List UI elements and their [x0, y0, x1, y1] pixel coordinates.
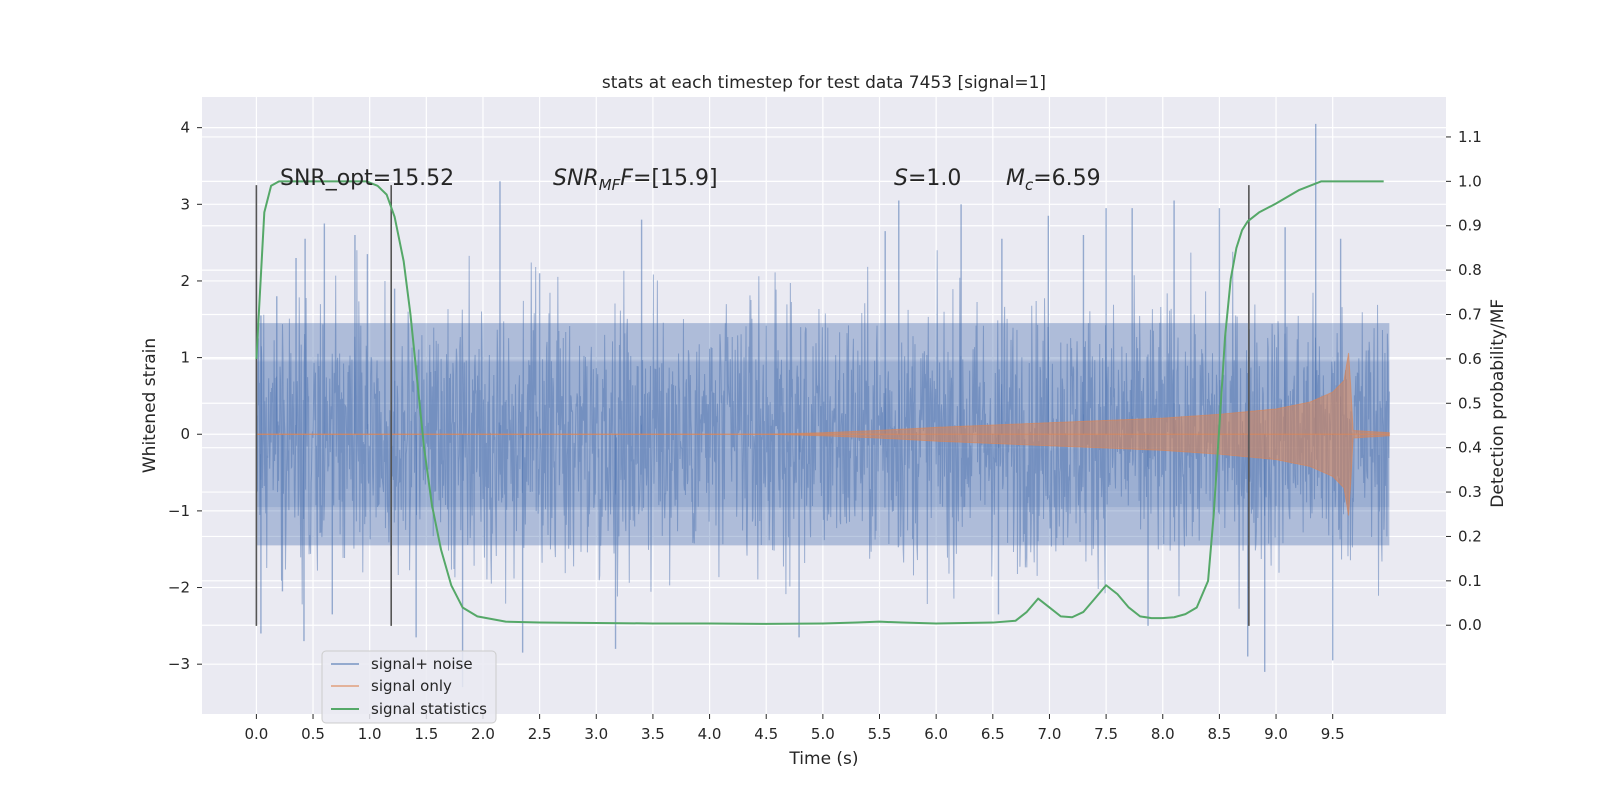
- x-tick-label: 7.0: [1038, 725, 1062, 743]
- signal-only-series: [256, 352, 1390, 516]
- x-tick-label: 5.0: [811, 725, 835, 743]
- y-axis-ticks: −3 −2 −1 0 1 2 3 4: [168, 119, 202, 673]
- x-tick-label: 2.0: [471, 725, 495, 743]
- x-axis-ticks: 0.0 0.5 1.0 1.5 2.0 2.5 3.0 3.5 4.0 4.5 5.0 5.5 6.0 6…: [244, 714, 1345, 743]
- y-tick-label: 1: [180, 349, 190, 367]
- x-tick-label: 9.0: [1264, 725, 1288, 743]
- annotation-s-main: S: [894, 166, 908, 191]
- annotation-snr-mf-f: F: [620, 166, 633, 191]
- annotation-s: S=1.0: [894, 166, 961, 191]
- annotation-snr-mf-sub: MF: [599, 176, 621, 194]
- legend-label-stats: signal statistics: [371, 700, 487, 718]
- annotation-mc-sub: c: [1025, 176, 1034, 194]
- vertical-markers: [255, 185, 1250, 626]
- y-tick-label: 0: [180, 425, 190, 443]
- y2-tick-label: 1.1: [1458, 128, 1482, 146]
- legend: signal+ noise signal only signal statist…: [321, 650, 497, 724]
- x-tick-label: 4.0: [698, 725, 722, 743]
- y2-tick-label: 0.6: [1458, 350, 1482, 368]
- y2-axis-ticks: 0.0 0.1 0.2 0.3 0.4 0.5 0.6 0.7 0.8 0.9 1.0 1.1: [1446, 128, 1482, 634]
- annotation-mc-main: M: [1006, 166, 1025, 191]
- y2-tick-label: 0.2: [1458, 527, 1482, 545]
- x-tick-label: 1.5: [414, 725, 438, 743]
- x-tick-label: 8.0: [1151, 725, 1175, 743]
- y2-tick-label: 0.0: [1458, 616, 1482, 634]
- annotation-s-value: =1.0: [908, 166, 961, 191]
- y-axis-title: Whitened strain: [140, 338, 160, 473]
- chart-title: stats at each timestep for test data 745…: [602, 73, 1046, 93]
- x-tick-label: 0.5: [301, 725, 325, 743]
- x-tick-label: 2.5: [528, 725, 552, 743]
- x-tick-label: 9.5: [1321, 725, 1345, 743]
- x-tick-label: 7.5: [1094, 725, 1118, 743]
- y2-tick-label: 0.4: [1458, 439, 1482, 457]
- x-tick-label: 8.5: [1207, 725, 1231, 743]
- y2-tick-label: 0.7: [1458, 306, 1482, 324]
- y2-tick-label: 0.9: [1458, 217, 1482, 235]
- annotation-mc-value: =6.59: [1033, 166, 1100, 191]
- signal-noise-line: [255, 250, 1390, 609]
- y-tick-label: 4: [180, 119, 190, 137]
- annotation-snr-mf-value: =[15.9]: [633, 166, 718, 191]
- y-tick-label: −2: [168, 579, 190, 597]
- x-axis-title: Time (s): [788, 749, 858, 769]
- x-tick-label: 3.0: [584, 725, 608, 743]
- y-tick-label: −3: [168, 655, 190, 673]
- x-tick-label: 4.5: [754, 725, 778, 743]
- y-tick-label: −1: [168, 502, 190, 520]
- y2-tick-label: 0.1: [1458, 572, 1482, 590]
- x-tick-label: 5.5: [868, 725, 892, 743]
- signal-statistics-series: [255, 180, 1384, 625]
- signal-statistics-line: [255, 180, 1384, 625]
- x-tick-label: 0.0: [244, 725, 268, 743]
- annotation-snr-opt: SNR_opt=15.52: [280, 166, 454, 191]
- y2-tick-label: 0.8: [1458, 261, 1482, 279]
- y2-tick-label: 1.0: [1458, 172, 1482, 190]
- legend-label-noise: signal+ noise: [371, 655, 473, 673]
- x-tick-label: 6.5: [981, 725, 1005, 743]
- y2-tick-label: 0.3: [1458, 483, 1482, 501]
- y-tick-label: 2: [180, 272, 190, 290]
- annotation-snr-mf-main: SNR: [553, 166, 599, 191]
- x-tick-label: 1.0: [358, 725, 382, 743]
- legend-label-signal: signal only: [371, 677, 452, 695]
- x-tick-label: 3.5: [641, 725, 665, 743]
- legend-box: [321, 650, 497, 724]
- annotation-snr-mf: SNRMFF=[15.9]: [553, 166, 718, 194]
- y2-tick-label: 0.5: [1458, 394, 1482, 412]
- y2-axis-title: Detection probability/MF: [1488, 299, 1508, 508]
- annotation-mc: Mc=6.59: [1006, 166, 1101, 194]
- y-tick-label: 3: [180, 195, 190, 213]
- x-tick-label: 6.0: [924, 725, 948, 743]
